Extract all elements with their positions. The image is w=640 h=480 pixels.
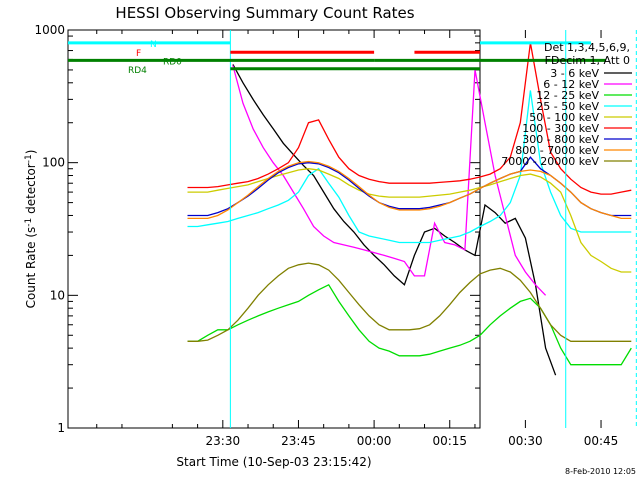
y-tick-label: 100 [42, 156, 65, 170]
legend-label: 12 - 25 keV [536, 89, 599, 102]
attenuator-bars: NF RD0 RD4 [68, 30, 637, 428]
legend-header-line-2: FDecim 1, Att 0 [545, 54, 630, 67]
attenuator-label: F [136, 49, 141, 59]
series-line [187, 283, 632, 366]
x-tick-label: 23:45 [281, 434, 316, 448]
x-tick-label: 00:45 [584, 434, 619, 448]
legend-label: 800 - 7000 keV [515, 144, 599, 157]
chart-title: HESSI Observing Summary Count Rates [115, 4, 414, 22]
series-line [232, 65, 547, 296]
x-tick-label: 00:30 [508, 434, 543, 448]
footer-timestamp: 8-Feb-2010 12:05 [565, 467, 636, 476]
x-tick-label: 00:00 [357, 434, 392, 448]
series-line [187, 90, 632, 244]
legend-label: 50 - 100 keV [529, 111, 599, 124]
attenuator-label: RD4 [128, 66, 147, 76]
legend-label: 6 - 12 keV [543, 78, 599, 91]
y-axis: 1 10 100 1000 [34, 23, 480, 435]
series-line [187, 160, 632, 220]
legend-label: 300 - 800 keV [522, 133, 599, 146]
legend-label: 7000 - 20000 keV [501, 155, 599, 168]
legend-label: 3 - 6 keV [550, 67, 599, 80]
legend-label: 25 - 50 keV [536, 100, 599, 113]
plot-frame [67, 29, 481, 429]
y-axis-label: Count Rate (s-1 detector-1) [24, 150, 38, 309]
series-line [187, 262, 632, 342]
series-line [232, 64, 557, 376]
x-axis-label: Start Time (10-Sep-03 23:15:42) [176, 455, 371, 469]
series-line [187, 168, 632, 273]
legend-label: 100 - 300 keV [522, 122, 599, 135]
legend-header-line-1: Det 1,3,4,5,6,9, [544, 41, 630, 54]
x-axis: 23:30 23:45 00:00 00:15 00:30 00:45 [96, 30, 619, 448]
attenuator-label: RD0 [163, 57, 182, 67]
y-tick-label: 10 [50, 288, 65, 302]
x-tick-label: 00:15 [432, 434, 467, 448]
attenuator-label: N [150, 40, 157, 50]
x-tick-label: 23:30 [206, 434, 241, 448]
y-tick-label: 1000 [34, 23, 65, 37]
series-group [187, 42, 632, 376]
legend: Det 1,3,4,5,6,9, FDecim 1, Att 0 3 - 6 k… [501, 41, 632, 168]
y-tick-label: 1 [57, 421, 65, 435]
series-line [187, 42, 632, 195]
plot-area [67, 29, 481, 429]
